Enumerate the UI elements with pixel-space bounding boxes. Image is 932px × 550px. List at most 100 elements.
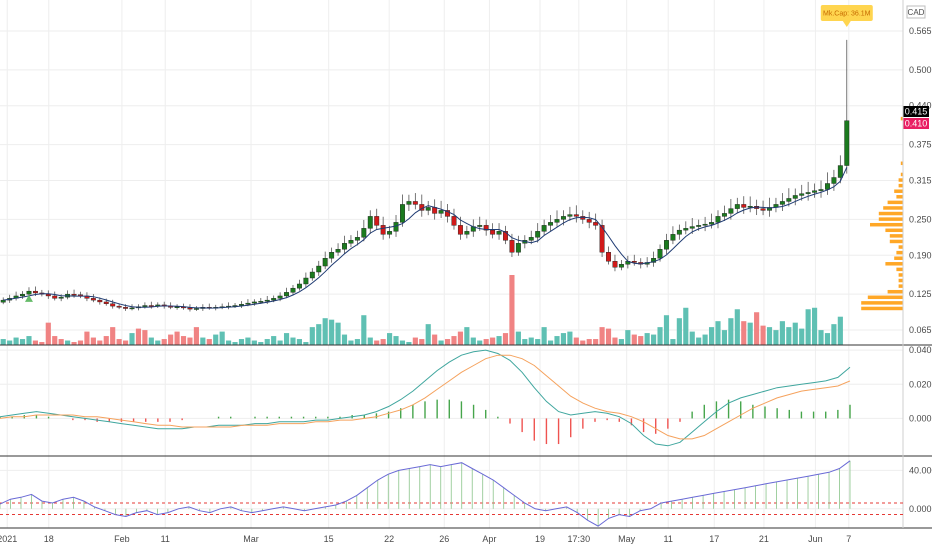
volume-bar-113 — [728, 318, 734, 345]
candle-body-41 — [264, 299, 270, 302]
oscillator-tick-label-1: 0.000 — [909, 504, 932, 514]
candle-body-70 — [451, 216, 457, 226]
candle-body-116 — [747, 206, 753, 208]
candle-body-106 — [683, 228, 689, 231]
candle-body-16 — [103, 301, 109, 304]
volume-bar-116 — [747, 322, 753, 345]
volume-profile-bar-20 — [885, 228, 903, 233]
volume-bar-104 — [670, 339, 676, 345]
candle-body-52 — [335, 249, 341, 253]
time-axis-label-5: 15 — [324, 534, 334, 544]
candle-body-71 — [457, 225, 463, 235]
volume-bar-128 — [824, 333, 831, 345]
price-axis[interactable]: 0.565 0.500 0.440 0.375 0.315 0.250 0.190 0.125… — [903, 5, 932, 335]
volume-bar-82 — [528, 337, 534, 345]
candle-body-47 — [303, 277, 309, 285]
time-axis[interactable]: 2021 18 Feb 11 Mar 15 22 26 Apr 19 17:30 May 11 17 21 J… — [0, 534, 851, 544]
volume-bar-78 — [502, 333, 509, 345]
candle-body-103 — [664, 240, 669, 250]
volume-bar-2 — [13, 337, 19, 345]
volume-profile-bar-16 — [896, 250, 903, 255]
volume-bar-119 — [766, 327, 773, 345]
candle-body-64 — [412, 201, 418, 205]
volume-profile-bar-7 — [861, 301, 903, 305]
last-price-label: 0.415 — [905, 107, 928, 117]
volume-bar-39 — [251, 340, 257, 345]
candle-body-39 — [251, 301, 257, 304]
volume-bar-120 — [773, 330, 779, 345]
market-cap-badge-pointer — [842, 20, 851, 27]
candle-body-60 — [387, 231, 393, 235]
volume-bar-44 — [283, 333, 290, 345]
candles — [0, 39, 850, 312]
time-axis-label-6: 22 — [384, 534, 394, 544]
macd-signal-line — [0, 354, 851, 440]
candle-body-95 — [612, 261, 618, 268]
candle-body-29 — [187, 307, 193, 310]
candle-body-30 — [193, 308, 199, 310]
candle-body-57 — [367, 216, 373, 229]
volume-bar-0 — [0, 339, 6, 345]
volume-profile-bar-19 — [889, 234, 903, 238]
volume-bar-46 — [296, 339, 303, 345]
volume-bar-35 — [226, 340, 232, 345]
price-tick-label-6: 0.190 — [909, 250, 932, 260]
oscillator-panel[interactable]: 40.000 0.000 — [0, 460, 932, 527]
volume-bar-42 — [271, 336, 277, 345]
price-panel[interactable]: Mk.Cap: 36.1M — [0, 4, 903, 345]
volume-bar-33 — [213, 334, 219, 345]
volume-bar-79 — [509, 275, 515, 345]
volume-bar-77 — [496, 336, 502, 345]
volume-bar-31 — [200, 337, 206, 345]
volume-bar-25 — [161, 339, 167, 345]
candle-body-50 — [322, 258, 328, 267]
up-signal-arrow — [24, 294, 33, 302]
volume-bar-37 — [238, 339, 245, 345]
time-axis-label-8: Apr — [482, 534, 496, 544]
candle-body-75 — [483, 225, 489, 231]
volume-bar-101 — [651, 334, 657, 345]
price-tick-label-0: 0.565 — [909, 26, 932, 36]
candle-body-42 — [271, 298, 277, 301]
volume-profile-bar-13 — [896, 267, 903, 272]
volume-bar-23 — [148, 337, 154, 345]
volume-bar-9 — [58, 339, 64, 345]
time-axis-label-12: 11 — [664, 534, 673, 544]
volume-bar-38 — [245, 337, 251, 345]
candle-body-55 — [354, 237, 360, 241]
candle-body-127 — [818, 189, 824, 191]
time-axis-label-13: 17 — [709, 534, 719, 544]
volume-profile-bar-15 — [894, 256, 903, 260]
candle-body-76 — [490, 229, 496, 235]
time-axis-label-10: 17:30 — [568, 534, 591, 544]
candle-body-104 — [670, 234, 676, 241]
candle-body-80 — [515, 243, 521, 253]
volume-bar-29 — [187, 337, 193, 345]
volume-bar-102 — [657, 327, 663, 345]
volume-bar-106 — [683, 307, 689, 345]
candle-body-96 — [618, 264, 624, 268]
candle-body-102 — [657, 249, 663, 259]
candle-body-123 — [792, 195, 798, 199]
time-axis-label-11: May — [618, 534, 636, 544]
candle-body-11 — [71, 293, 77, 296]
volume-bar-100 — [644, 333, 650, 345]
volume-bar-127 — [818, 330, 824, 345]
moving-average-line — [3, 167, 848, 309]
volume-bar-107 — [689, 331, 695, 345]
macd-panel[interactable]: 0.040 0.020 0.000 — [0, 345, 932, 447]
volume-bar-126 — [812, 307, 818, 345]
candle-body-107 — [689, 226, 695, 229]
volume-bar-76 — [490, 337, 496, 345]
volume-bar-49 — [316, 324, 322, 345]
volume-profile-bar-8 — [867, 295, 903, 300]
volume-bar-96 — [618, 339, 624, 345]
volume-bar-62 — [399, 340, 406, 345]
volume-profile-bar-22 — [878, 217, 903, 221]
volume-bar-5 — [32, 340, 38, 345]
candle-body-131 — [844, 120, 850, 166]
candle-body-121 — [779, 201, 785, 205]
volume-bar-83 — [535, 339, 541, 345]
